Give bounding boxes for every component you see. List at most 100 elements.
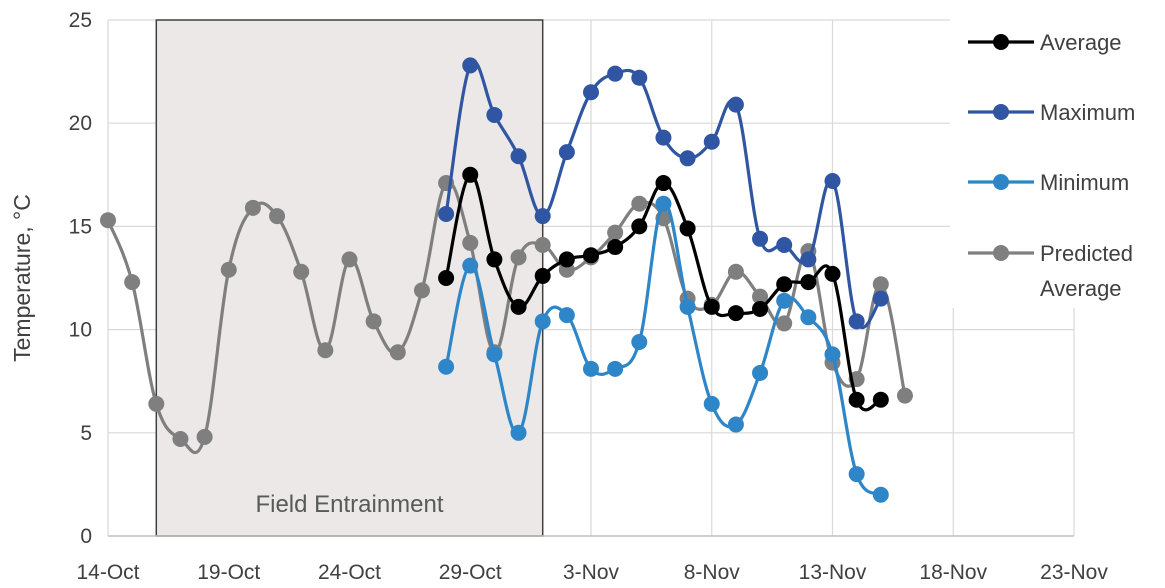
average-point	[703, 298, 720, 315]
x-tick-label: 13-Nov	[799, 561, 867, 584]
legend-label: Maximum	[1040, 100, 1135, 125]
maximum-point	[607, 65, 624, 82]
predicted-average-point	[293, 263, 310, 280]
x-tick-label: 3-Nov	[563, 561, 620, 584]
legend-swatch-marker	[993, 104, 1009, 120]
legend-item-maximum: Maximum	[968, 100, 1135, 125]
legend-swatch-marker	[993, 174, 1009, 190]
predicted-average-point	[244, 199, 261, 216]
maximum-point	[848, 313, 865, 330]
maximum-point	[462, 57, 479, 74]
field-entrainment-label: Field Entrainment	[255, 491, 443, 518]
average-point	[872, 391, 889, 408]
average-point	[776, 276, 793, 293]
average-point	[462, 166, 479, 183]
series-minimum	[438, 195, 889, 503]
x-tick-label: 18-Nov	[919, 561, 987, 584]
minimum-point	[607, 360, 624, 377]
predicted-average-point	[148, 395, 165, 412]
average-point	[510, 298, 527, 315]
maximum-point	[558, 144, 575, 161]
average-point	[558, 251, 575, 268]
predicted-average-point	[413, 282, 430, 299]
legend-swatch-marker	[993, 245, 1009, 261]
predicted-average-point	[896, 387, 913, 404]
legend-label: Average	[1040, 30, 1122, 55]
minimum-point	[462, 257, 479, 274]
legend-label: Predicted	[1040, 241, 1133, 266]
average-point	[486, 251, 503, 268]
x-tick-label: 14-Oct	[76, 561, 139, 584]
predicted-average-point	[510, 249, 527, 266]
legend-item-minimum: Minimum	[968, 170, 1129, 195]
maximum-point	[534, 208, 551, 225]
predicted-average-point	[776, 315, 793, 332]
y-tick-label: 25	[69, 9, 92, 32]
maximum-point	[679, 150, 696, 167]
minimum-point	[583, 360, 599, 377]
y-tick-label: 5	[80, 422, 92, 445]
maximum-point	[583, 84, 599, 101]
average-point	[534, 267, 551, 284]
predicted-average-point	[172, 430, 189, 447]
maximum-point	[486, 106, 503, 123]
average-point	[607, 239, 624, 256]
predicted-average-point	[872, 276, 889, 293]
maximum-point	[631, 69, 648, 86]
maximum-point	[655, 129, 672, 146]
minimum-point	[727, 416, 744, 433]
average-point	[752, 300, 769, 317]
legend-swatch-marker	[993, 34, 1009, 50]
predicted-average-point	[269, 208, 286, 225]
minimum-point	[534, 313, 551, 330]
minimum-point	[679, 298, 696, 315]
minimum-point	[872, 486, 889, 503]
maximum-point	[872, 290, 889, 307]
x-tick-label: 8-Nov	[684, 561, 741, 584]
minimum-point	[655, 195, 672, 212]
maximum-point	[727, 96, 744, 113]
predicted-average-point	[100, 212, 116, 229]
x-tick-label: 29-Oct	[439, 561, 502, 584]
x-tick-label: 19-Oct	[197, 561, 260, 584]
average-point	[848, 391, 865, 408]
average-point	[583, 247, 599, 264]
predicted-average-point	[317, 342, 334, 359]
legend-label: Average	[1040, 276, 1122, 301]
field-entrainment-box	[155, 19, 544, 537]
maximum-point	[800, 251, 817, 268]
average-point	[727, 305, 744, 322]
minimum-point	[703, 395, 720, 412]
legend-item-average: Average	[968, 30, 1122, 55]
x-tick-label: 23-Nov	[1040, 561, 1108, 584]
average-point	[655, 175, 672, 192]
series-layer	[100, 57, 913, 503]
average-point	[631, 218, 648, 235]
maximum-point	[752, 230, 769, 247]
maximum-point	[824, 172, 841, 189]
maximum-point	[703, 133, 720, 150]
predicted-average-point	[534, 236, 551, 253]
average-point	[824, 265, 841, 282]
minimum-point	[486, 346, 503, 363]
y-tick-label: 15	[69, 215, 92, 238]
predicted-average-point	[220, 261, 237, 278]
predicted-average-point	[727, 263, 744, 280]
x-tick-label: 24-Oct	[318, 561, 381, 584]
y-tick-label: 10	[69, 319, 92, 342]
predicted-average-point	[124, 274, 141, 291]
minimum-point	[824, 346, 841, 363]
average-point	[679, 220, 696, 237]
minimum-point	[776, 292, 793, 309]
y-tick-label: 20	[69, 112, 92, 135]
predicted-average-point	[607, 224, 624, 241]
minimum-point	[558, 307, 575, 324]
minimum-point	[848, 466, 865, 483]
predicted-average-point	[389, 344, 406, 361]
minimum-point	[631, 333, 648, 350]
minimum-point	[510, 424, 527, 441]
legend-background	[950, 18, 1162, 308]
y-tick-label: 0	[80, 525, 92, 548]
average-point	[438, 270, 455, 286]
